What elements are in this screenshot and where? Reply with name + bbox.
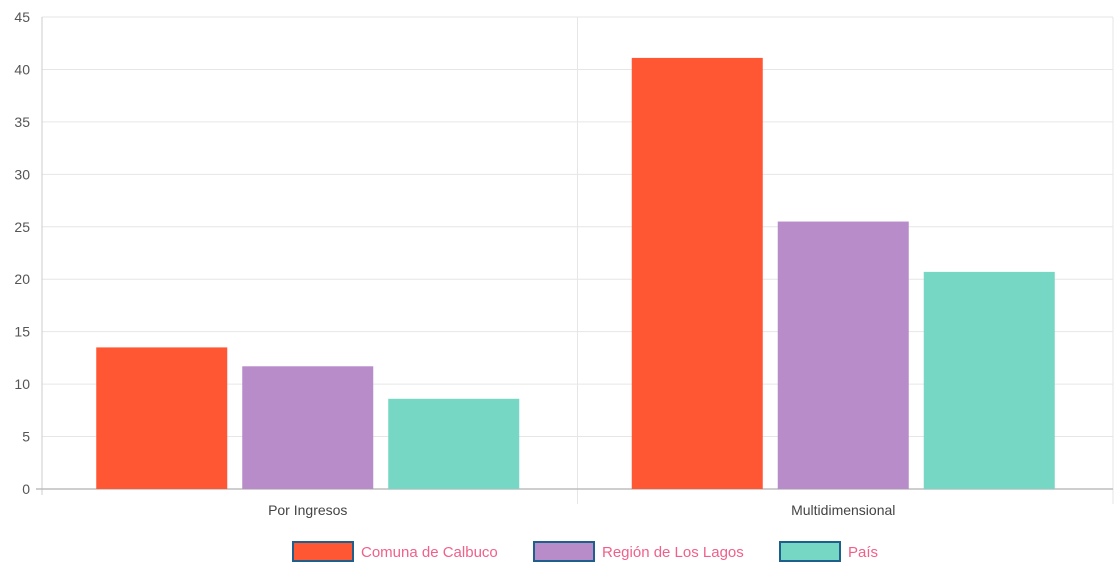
bar[interactable]: [631, 57, 763, 489]
legend-label: Comuna de Calbuco: [361, 544, 498, 561]
legend-swatch: [292, 541, 354, 562]
y-tick-label: 5: [22, 429, 30, 445]
bar[interactable]: [388, 398, 520, 489]
x-category-label: Por Ingresos: [268, 502, 347, 518]
legend-item[interactable]: Región de Los Lagos: [533, 541, 744, 562]
y-tick-label: 40: [14, 61, 30, 77]
legend[interactable]: Comuna de Calbuco Región de Los Lagos País: [292, 541, 878, 562]
legend-label: País: [848, 544, 878, 561]
y-tick-label: 25: [14, 219, 30, 235]
legend-item[interactable]: País: [779, 541, 878, 562]
legend-item[interactable]: Comuna de Calbuco: [292, 541, 498, 562]
y-tick-label: 15: [14, 324, 30, 340]
y-tick-label: 35: [14, 114, 30, 130]
bar[interactable]: [96, 347, 228, 489]
x-category-label: Multidimensional: [791, 502, 895, 518]
x-axis-category-labels: Por Ingresos Multidimensional: [268, 502, 895, 518]
y-tick-label: 45: [14, 9, 30, 25]
y-tick-label: 0: [22, 481, 30, 497]
legend-label: Región de Los Lagos: [602, 544, 744, 561]
bar[interactable]: [242, 366, 374, 489]
legend-swatch: [779, 541, 841, 562]
y-tick-label: 30: [14, 166, 30, 182]
y-tick-label: 20: [14, 271, 30, 287]
bar[interactable]: [923, 271, 1055, 489]
y-axis-tick-labels: 0 5 10 15 20 25 30 35 40 45: [14, 9, 30, 497]
y-tick-label: 10: [14, 376, 30, 392]
bar[interactable]: [777, 221, 909, 490]
legend-swatch: [533, 541, 595, 562]
bars: [96, 57, 1055, 490]
